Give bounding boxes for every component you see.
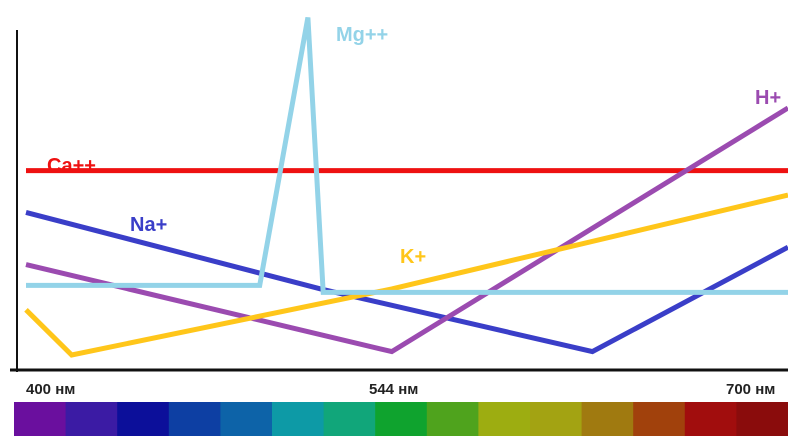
x-tick-label: 544 нм <box>369 381 418 398</box>
series-line-hplus <box>25 105 788 355</box>
spectrum-bar <box>14 402 788 436</box>
series-label-kplus: K+ <box>400 246 426 268</box>
x-tick-label: 700 нм <box>726 381 775 398</box>
series-line-kplus <box>24 192 788 358</box>
x-tick-label: 400 нм <box>26 381 75 398</box>
spectrum-segment <box>272 402 325 436</box>
spectrum-segment <box>426 402 479 436</box>
chart-axes <box>10 30 788 372</box>
spectrum-segment <box>65 402 118 436</box>
spectrum-segment <box>14 402 67 436</box>
series-label-hplus: H+ <box>755 87 781 109</box>
spectrum-segment <box>736 402 788 436</box>
x-tick-labels: 400 нм 544 нм 700 нм <box>26 381 775 398</box>
series-label-naplus: Na+ <box>130 214 167 236</box>
series-label-caplusplus: Ca++ <box>47 155 96 177</box>
spectrum-segment <box>478 402 531 436</box>
series-label-mgplusplus: Mg++ <box>336 24 388 46</box>
spectrum-segment <box>168 402 221 436</box>
series-line-naplus <box>25 209 788 355</box>
series-lines <box>24 17 788 358</box>
spectrum-segment <box>581 402 634 436</box>
spectrum-segment <box>323 402 376 436</box>
series-line-mgplusplus <box>26 17 788 295</box>
spectrum-segment <box>220 402 273 436</box>
spectrum-segment <box>530 402 583 436</box>
series-labels: Ca++ Na+ Mg++ H+ K+ <box>47 24 781 268</box>
spectrum-segment <box>633 402 686 436</box>
spectrum-segment <box>684 402 737 436</box>
spectrum-segment <box>375 402 428 436</box>
spectrum-segment <box>117 402 170 436</box>
